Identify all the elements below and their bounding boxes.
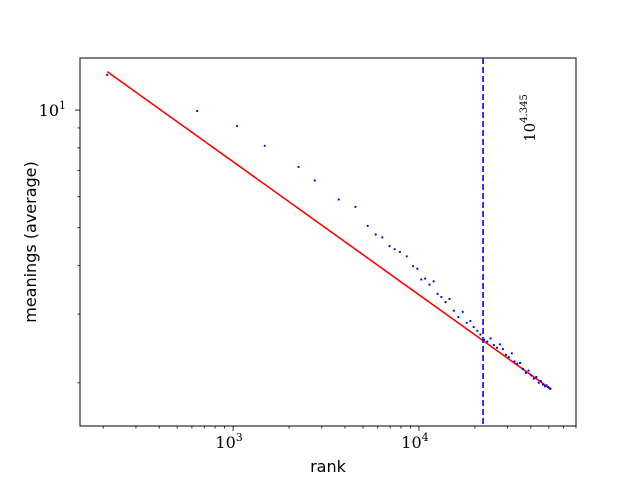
data-point [498,343,502,346]
data-point [492,343,495,347]
data-point [521,367,525,371]
fit-line [106,70,551,390]
data-point [297,165,300,169]
data-point [388,245,391,248]
data-point [457,315,460,319]
data-point [195,109,199,113]
data-point [518,361,522,364]
data-point [444,301,447,304]
data-point [436,292,439,295]
x-tick-label-exponent: 3 [236,431,243,444]
x-axis-label: rank [310,457,347,476]
data-point [235,124,239,128]
data-point [405,255,408,258]
data-point [366,224,369,227]
data-point [416,267,419,270]
data-point [424,277,427,280]
plot-area [106,58,552,426]
data-point [543,385,546,388]
data-point [420,278,423,281]
vline-annotation-base: 10 [521,123,539,142]
x-tick-label-exponent: 4 [422,431,429,444]
data-point [479,333,482,336]
data-point [524,371,527,375]
data-point [461,310,464,313]
data-point [398,250,402,254]
data-point [469,319,472,323]
data-point [486,340,489,343]
data-point [411,265,415,268]
data-point [393,248,396,251]
data-point [513,360,516,363]
data-point [545,384,548,387]
data-point [472,325,475,329]
axes-frame [79,57,577,427]
data-point [106,73,109,77]
data-point [504,353,508,356]
data-point [476,329,479,332]
data-point [507,355,511,359]
data-point [440,295,443,299]
data-point [489,337,492,340]
data-point [539,380,542,383]
data-point [527,369,530,372]
data-point [337,198,340,201]
y-tick-label-exponent: 1 [59,99,66,112]
vline-annotation-exponent: 4.345 [519,94,530,123]
data-point [495,346,499,349]
data-point [549,387,552,390]
data-point [530,374,533,377]
data-point [432,280,435,283]
data-point [263,144,266,147]
y-axis-label: meanings (average) [21,161,40,323]
data-point [465,321,468,324]
data-point [537,381,540,384]
data-point [374,233,377,236]
vline-annotation: 104.345 [519,94,539,142]
data-point [452,309,455,312]
data-point [428,283,431,286]
data-point [516,362,519,365]
data-point [535,375,538,379]
data-point [510,352,513,355]
data-point [501,348,505,351]
data-point [381,236,384,239]
data-point [448,297,451,301]
data-point [532,377,535,380]
data-point [354,205,357,208]
data-point [541,383,545,386]
data-point [313,179,316,182]
